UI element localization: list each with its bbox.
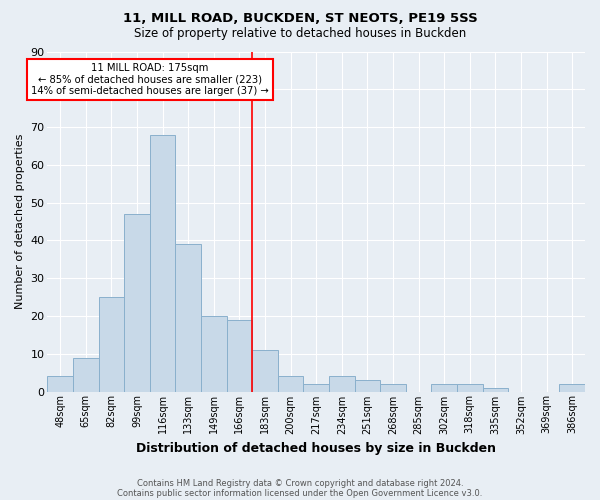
Bar <box>304 384 329 392</box>
Bar <box>252 350 278 392</box>
Bar <box>482 388 508 392</box>
Bar <box>431 384 457 392</box>
Bar <box>457 384 482 392</box>
Bar <box>355 380 380 392</box>
Text: Contains public sector information licensed under the Open Government Licence v3: Contains public sector information licen… <box>118 488 482 498</box>
Bar <box>380 384 406 392</box>
Bar <box>175 244 201 392</box>
Bar <box>201 316 227 392</box>
Text: 11, MILL ROAD, BUCKDEN, ST NEOTS, PE19 5SS: 11, MILL ROAD, BUCKDEN, ST NEOTS, PE19 5… <box>122 12 478 26</box>
Bar <box>150 134 175 392</box>
Bar <box>124 214 150 392</box>
Bar <box>329 376 355 392</box>
Bar <box>47 376 73 392</box>
Text: 11 MILL ROAD: 175sqm
← 85% of detached houses are smaller (223)
14% of semi-deta: 11 MILL ROAD: 175sqm ← 85% of detached h… <box>31 63 269 96</box>
Y-axis label: Number of detached properties: Number of detached properties <box>15 134 25 309</box>
X-axis label: Distribution of detached houses by size in Buckden: Distribution of detached houses by size … <box>136 442 496 455</box>
Text: Contains HM Land Registry data © Crown copyright and database right 2024.: Contains HM Land Registry data © Crown c… <box>137 478 463 488</box>
Bar <box>227 320 252 392</box>
Text: Size of property relative to detached houses in Buckden: Size of property relative to detached ho… <box>134 28 466 40</box>
Bar <box>559 384 585 392</box>
Bar <box>73 358 98 392</box>
Bar <box>98 297 124 392</box>
Bar <box>278 376 304 392</box>
